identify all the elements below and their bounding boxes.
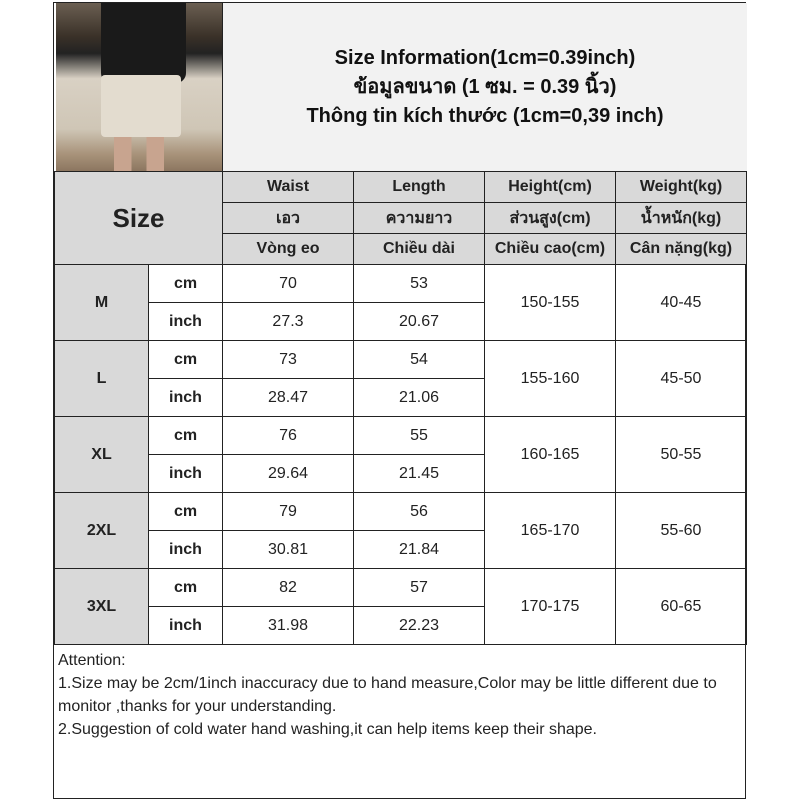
weight-range: 55-60 <box>615 492 747 569</box>
weight-range: 50-55 <box>615 416 747 493</box>
length-cm: 56 <box>353 492 485 531</box>
header-waist-vi: Vòng eo <box>222 233 354 265</box>
attention-notes: Attention: 1.Size may be 2cm/1inch inacc… <box>54 644 746 745</box>
length-cm: 54 <box>353 340 485 379</box>
waist-cm: 73 <box>222 340 354 379</box>
length-cm: 55 <box>353 416 485 455</box>
size-label: M <box>54 264 149 341</box>
header-length-vi: Chiều dài <box>353 233 485 265</box>
table-row: 3XL cm 82 57 170-175 60-65 <box>54 568 747 645</box>
table-row: inch 27.3 20.67 <box>55 302 747 341</box>
waist-cm: 79 <box>222 492 354 531</box>
product-photo <box>56 3 222 171</box>
length-inch: 20.67 <box>353 302 485 341</box>
unit-cm: cm <box>148 568 223 607</box>
waist-inch: 27.3 <box>222 302 354 341</box>
waist-cm: 82 <box>222 568 354 607</box>
unit-inch: inch <box>148 454 223 493</box>
header-length-th: ความยาว <box>353 202 485 234</box>
unit-inch: inch <box>148 378 223 417</box>
size-header: Size <box>54 171 223 265</box>
attention-note-1: 1.Size may be 2cm/1inch inaccuracy due t… <box>58 675 717 715</box>
length-inch: 21.45 <box>353 454 485 493</box>
unit-inch: inch <box>148 606 223 645</box>
unit-cm: cm <box>148 492 223 531</box>
size-label: 3XL <box>54 568 149 645</box>
table-row: inch 29.64 21.45 <box>55 454 747 493</box>
table-row: M cm 70 53 150-155 40-45 <box>54 264 747 341</box>
unit-cm: cm <box>148 264 223 303</box>
table-row: L cm 73 54 155-160 45-50 <box>54 340 747 417</box>
table-row: inch 30.81 21.84 <box>55 530 747 569</box>
length-inch: 22.23 <box>353 606 485 645</box>
header-height-th: ส่วนสูง(cm) <box>484 202 616 234</box>
height-range: 170-175 <box>484 568 616 645</box>
header-weight-th: น้ำหนัก(kg) <box>615 202 747 234</box>
header-weight-vi: Cân nặng(kg) <box>615 233 747 265</box>
header-length-en: Length <box>353 171 485 203</box>
attention-note-2: 2.Suggestion of cold water hand washing,… <box>58 721 597 738</box>
header-weight-en: Weight(kg) <box>615 171 747 203</box>
table-row: XL cm 76 55 160-165 50-55 <box>54 416 747 493</box>
unit-cm: cm <box>148 340 223 379</box>
waist-cm: 70 <box>222 264 354 303</box>
height-range: 160-165 <box>484 416 616 493</box>
size-chart: Size Information(1cm=0.39inch) ข้อมูลขนา… <box>53 2 747 799</box>
size-label: XL <box>54 416 149 493</box>
waist-inch: 28.47 <box>222 378 354 417</box>
length-cm: 57 <box>353 568 485 607</box>
size-label: L <box>54 340 149 417</box>
length-inch: 21.06 <box>353 378 485 417</box>
size-label: 2XL <box>54 492 149 569</box>
height-range: 165-170 <box>484 492 616 569</box>
height-range: 155-160 <box>484 340 616 417</box>
length-cm: 53 <box>353 264 485 303</box>
weight-range: 60-65 <box>615 568 747 645</box>
header-waist-en: Waist <box>222 171 354 203</box>
size-table: Size Waist Length Height(cm) Weight(kg) … <box>54 171 747 645</box>
unit-cm: cm <box>148 416 223 455</box>
title-vietnamese: Thông tin kích thước (1cm=0,39 inch) <box>306 104 664 127</box>
header-height-en: Height(cm) <box>484 171 616 203</box>
table-row: 2XL cm 79 56 165-170 55-60 <box>54 492 747 569</box>
waist-inch: 30.81 <box>222 530 354 569</box>
height-range: 150-155 <box>484 264 616 341</box>
size-info-title: Size Information(1cm=0.39inch) ข้อมูลขนา… <box>222 3 747 171</box>
header-waist-th: เอว <box>222 202 354 234</box>
waist-inch: 31.98 <box>222 606 354 645</box>
title-english: Size Information(1cm=0.39inch) <box>334 46 636 69</box>
length-inch: 21.84 <box>353 530 485 569</box>
header-height-vi: Chiều cao(cm) <box>484 233 616 265</box>
table-row: inch 28.47 21.06 <box>55 378 747 417</box>
attention-heading: Attention: <box>58 652 126 669</box>
weight-range: 45-50 <box>615 340 747 417</box>
title-thai: ข้อมูลขนาด (1 ซม. = 0.39 นิ้ว) <box>353 75 617 98</box>
waist-cm: 76 <box>222 416 354 455</box>
unit-inch: inch <box>148 530 223 569</box>
waist-inch: 29.64 <box>222 454 354 493</box>
table-row: inch 31.98 22.23 <box>55 606 747 645</box>
weight-range: 40-45 <box>615 264 747 341</box>
unit-inch: inch <box>148 302 223 341</box>
